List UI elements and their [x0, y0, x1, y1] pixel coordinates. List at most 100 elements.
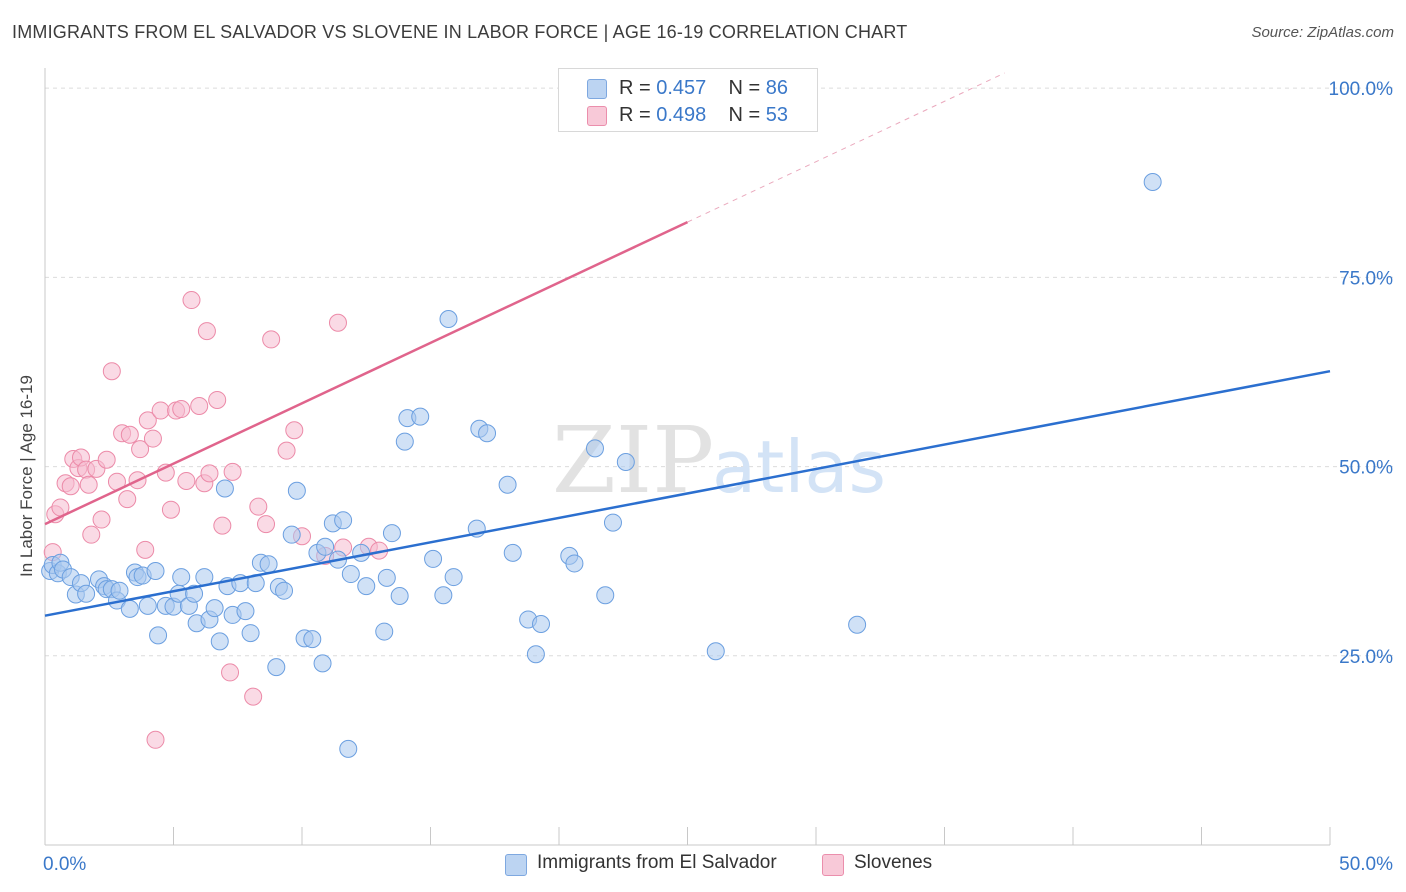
el-salvador-point	[848, 615, 867, 634]
el-salvador-point	[313, 654, 332, 673]
el-salvador-point	[149, 626, 168, 645]
slovenes-point	[285, 421, 304, 440]
el-salvador-point	[172, 568, 191, 587]
x-tick-label-min: 0.0%	[43, 854, 86, 875]
y-tick-label: 50.0%	[1339, 458, 1393, 479]
el-salvador-point	[259, 555, 278, 574]
slovenes-point	[257, 515, 276, 534]
legend-r-value: 0.498	[656, 104, 707, 126]
slovenes-point	[221, 663, 240, 682]
el-salvador-point	[110, 581, 129, 600]
el-salvador-point	[275, 581, 294, 600]
el-salvador-point	[565, 554, 584, 573]
slovenes-point	[97, 450, 116, 469]
el-salvador-point	[339, 739, 358, 758]
slovenes-point	[200, 464, 219, 483]
chart-source: Source: ZipAtlas.com	[1251, 24, 1394, 41]
slovenes-point	[131, 440, 150, 459]
el-salvador-point	[585, 439, 604, 458]
el-salvador-point	[377, 568, 396, 587]
el-salvador-point	[596, 586, 615, 605]
el-salvador-point	[424, 549, 443, 568]
el-salvador-point	[334, 511, 353, 530]
el-salvador-point	[138, 596, 157, 615]
x-tick-label-max: 50.0%	[1339, 854, 1393, 875]
el-salvador-point	[706, 642, 725, 661]
y-tick-labels: 25.0% 50.0% 75.0% 100.0%	[1329, 79, 1394, 668]
slovenes-point	[146, 730, 165, 749]
axes	[44, 68, 1331, 846]
y-tick-label: 100.0%	[1329, 79, 1394, 100]
el-salvador-point	[287, 481, 306, 500]
legend-swatch-blue	[505, 854, 527, 876]
legend-r-label: R =	[619, 77, 651, 99]
slovenes-point	[208, 390, 227, 409]
slovenes-point	[82, 525, 101, 544]
legend-swatch-pink	[822, 854, 844, 876]
el-salvador-points	[41, 172, 1162, 758]
el-salvador-point	[616, 453, 635, 472]
slovenes-point	[79, 475, 98, 494]
legend-label-slovenes: Slovenes	[854, 852, 933, 873]
slovenes-point	[118, 490, 137, 509]
slovenes-points	[43, 79, 635, 749]
legend-n-value: 86	[765, 77, 789, 99]
el-salvador-point	[532, 614, 551, 633]
slovenes-trend-extension	[687, 72, 1005, 223]
slovenes-point	[177, 471, 196, 490]
legend-n-label: N =	[728, 77, 761, 99]
legend-n-value: 53	[765, 104, 789, 126]
slovenes-trend-line	[44, 220, 689, 526]
el-salvador-point	[439, 309, 458, 328]
el-salvador-point	[1143, 172, 1162, 191]
slovenes-point	[92, 510, 111, 529]
slovenes-point	[151, 401, 170, 420]
el-salvador-point	[395, 432, 414, 451]
el-salvador-point	[215, 479, 234, 498]
el-salvador-point	[444, 568, 463, 587]
el-salvador-point	[478, 424, 497, 443]
series-legend: Immigrants from El Salvador Slovenes	[0, 852, 1406, 878]
slovenes-point	[249, 497, 268, 516]
el-salvador-point	[341, 565, 360, 584]
grid-lines	[45, 87, 1395, 657]
slovenes-point	[213, 516, 232, 535]
el-salvador-point	[498, 475, 517, 494]
el-salvador-point	[185, 584, 204, 603]
el-salvador-point	[316, 537, 335, 556]
slovenes-point	[120, 425, 139, 444]
el-salvador-point	[390, 586, 409, 605]
legend-r-value: 0.457	[656, 77, 707, 99]
el-salvador-point	[77, 584, 96, 603]
slovenes-point	[190, 397, 209, 416]
legend-r-label: R =	[619, 104, 651, 126]
slovenes-point	[143, 429, 162, 448]
slovenes-point	[172, 400, 191, 419]
slovenes-point	[61, 477, 80, 496]
el-salvador-point	[375, 622, 394, 641]
el-salvador-point	[603, 513, 622, 532]
slovenes-point	[102, 362, 121, 381]
chart-title: IMMIGRANTS FROM EL SALVADOR VS SLOVENE I…	[12, 22, 908, 42]
el-salvador-point	[236, 602, 255, 621]
el-salvador-point	[241, 624, 260, 643]
legend-swatch-pink	[587, 106, 607, 126]
watermark-atlas: atlas	[712, 425, 886, 509]
legend-label-el-salvador: Immigrants from El Salvador	[537, 852, 777, 873]
el-salvador-trend-line	[44, 369, 1331, 617]
slovenes-point	[161, 500, 180, 519]
slovenes-point	[244, 687, 263, 706]
legend-swatch-blue	[587, 79, 607, 99]
el-salvador-point	[382, 524, 401, 543]
el-salvador-point	[210, 632, 229, 651]
slovenes-point	[182, 291, 201, 310]
el-salvador-point	[352, 543, 371, 562]
y-axis-label: In Labor Force | Age 16-19	[17, 375, 36, 577]
el-salvador-point	[411, 407, 430, 426]
legend-n-label: N =	[728, 104, 761, 126]
slovenes-point	[138, 411, 157, 430]
el-salvador-point	[146, 562, 165, 581]
slovenes-point	[277, 441, 296, 460]
el-salvador-point	[120, 599, 139, 618]
